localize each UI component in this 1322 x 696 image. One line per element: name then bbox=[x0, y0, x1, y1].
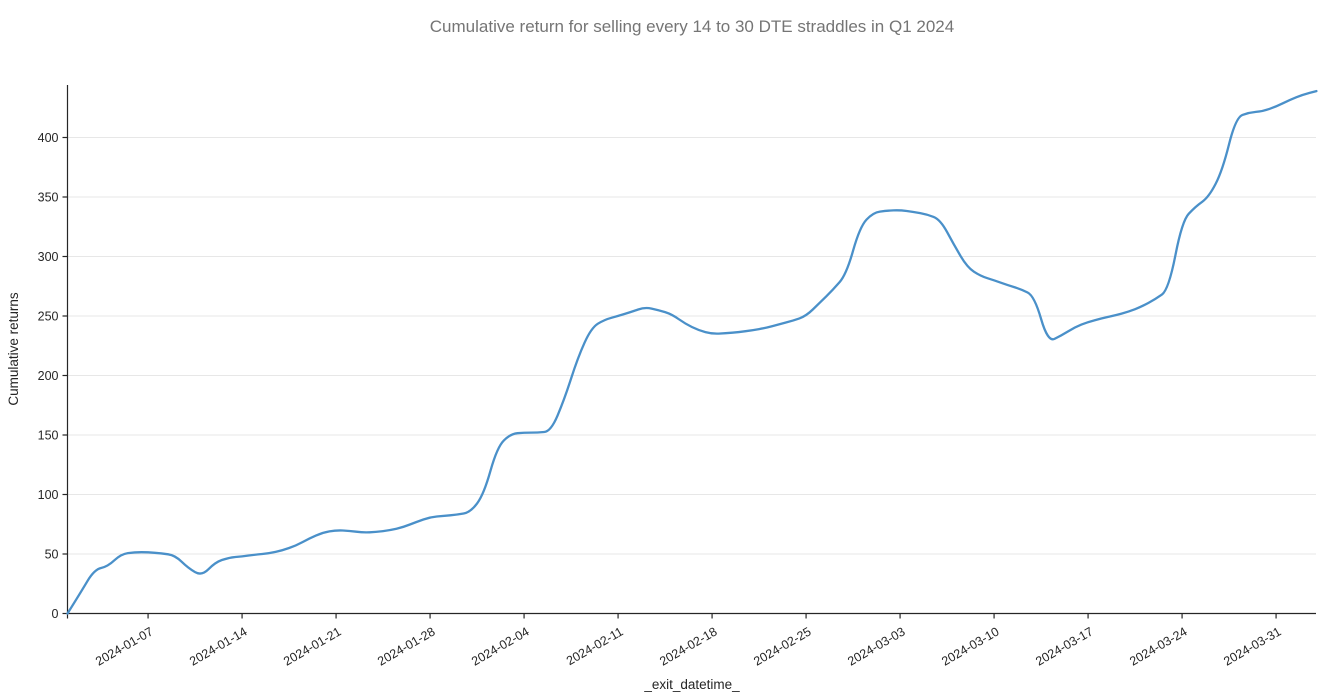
x-tick-label: 2024-02-11 bbox=[564, 624, 626, 668]
axes-spines bbox=[66, 85, 1316, 615]
x-tick-label: 2024-03-24 bbox=[1127, 624, 1189, 668]
y-tick-label: 350 bbox=[38, 191, 59, 205]
y-tick-label: 400 bbox=[38, 131, 59, 145]
x-axis-label: _exit_datetime_ bbox=[643, 677, 740, 692]
x-tick-label: 2024-01-07 bbox=[93, 624, 155, 668]
x-tick-label: 2024-03-31 bbox=[1221, 624, 1283, 668]
y-tick-label: 50 bbox=[45, 548, 59, 562]
axis-ticks: 0 50 100 150 200 250 300 350 400 2024-01-07 2024-0… bbox=[38, 131, 1284, 669]
x-tick-label: 2024-02-25 bbox=[751, 624, 813, 668]
y-tick-label: 200 bbox=[38, 369, 59, 383]
x-tick-label: 2024-01-28 bbox=[375, 624, 437, 668]
data-series bbox=[66, 89, 1318, 615]
x-tick-label: 2024-03-17 bbox=[1033, 624, 1095, 668]
x-tick-label: 2024-03-03 bbox=[845, 624, 907, 668]
gridlines bbox=[67, 137, 1316, 555]
x-tick-label: 2024-02-04 bbox=[469, 624, 531, 668]
y-tick-label: 300 bbox=[38, 250, 59, 264]
y-tick-label: 0 bbox=[52, 607, 59, 621]
y-tick-label: 250 bbox=[38, 310, 59, 324]
x-tick-label: 2024-02-18 bbox=[657, 624, 719, 668]
x-tick-label: 2024-03-10 bbox=[939, 624, 1001, 668]
x-tick-label: 2024-01-21 bbox=[281, 624, 343, 668]
series-line bbox=[66, 89, 1318, 615]
y-tick-label: 100 bbox=[38, 488, 59, 502]
y-axis-label: Cumulative returns bbox=[6, 292, 21, 406]
chart-title: Cumulative return for selling every 14 t… bbox=[430, 17, 954, 36]
x-tick-label: 2024-01-14 bbox=[187, 624, 249, 668]
y-tick-label: 150 bbox=[38, 429, 59, 443]
